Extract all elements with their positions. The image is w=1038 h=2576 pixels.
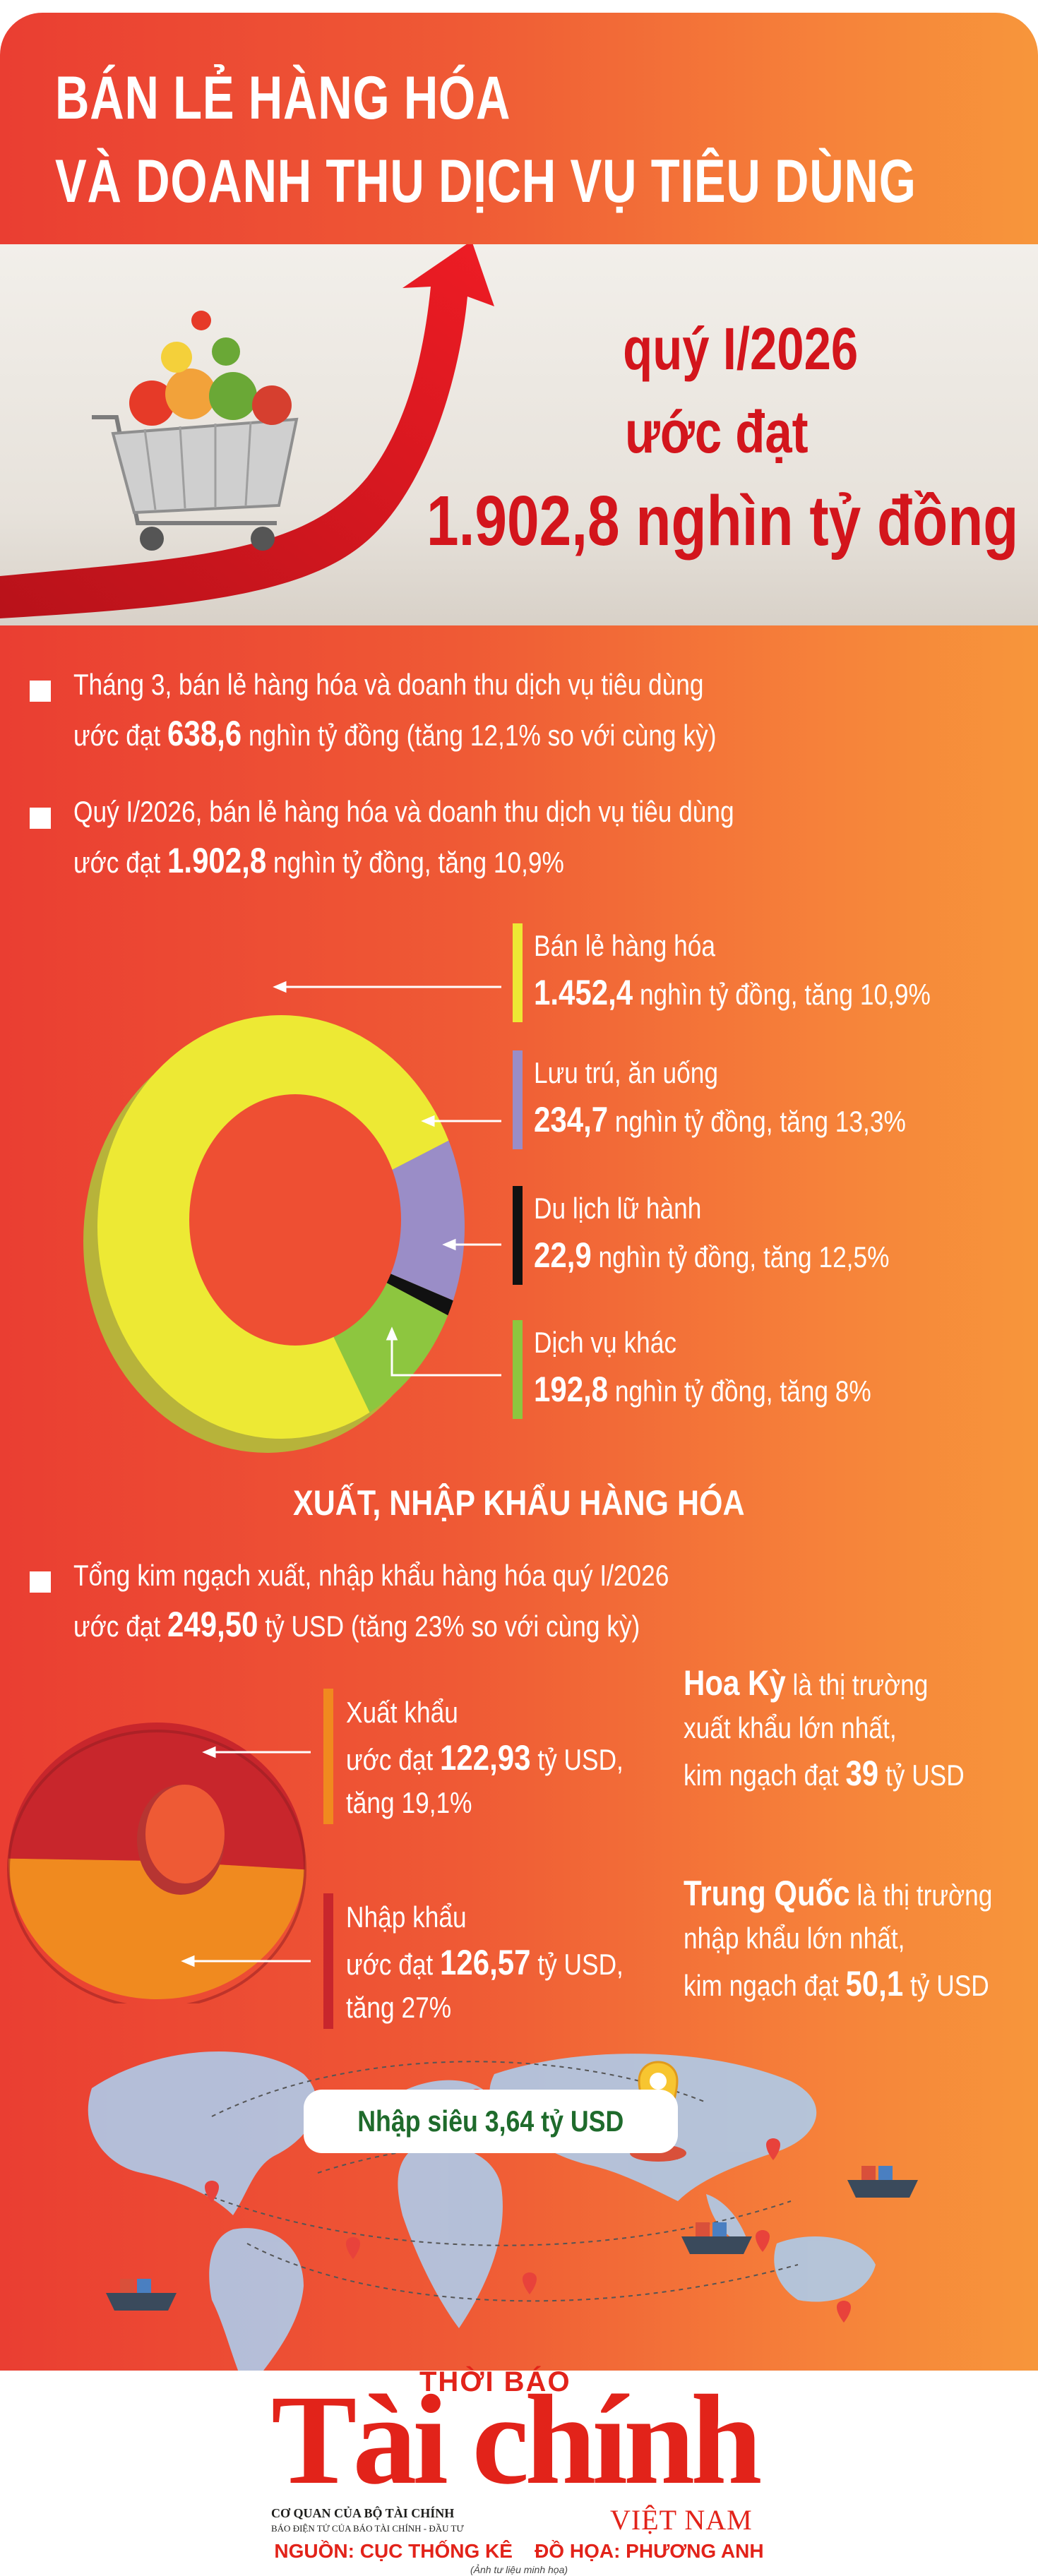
credits-line: NGUỒN: CỤC THỐNG KÊ ĐỒ HỌA: PHƯƠNG ANH xyxy=(0,2540,1038,2563)
logo-main-text: Tài chính xyxy=(271,2369,762,2511)
us-market-line-1: Hoa Kỳ là thị trường xyxy=(684,1663,929,1703)
logo-top-text: THỜI BÁO xyxy=(419,2366,571,2397)
logo-sub-1: CƠ QUAN CỦA BỘ TÀI CHÍNH xyxy=(271,2506,455,2520)
credits-note: (Ảnh tư liệu minh họa) xyxy=(470,2564,568,2575)
trade-deficit-badge: Nhập siêu 3,64 tỷ USD xyxy=(304,2090,678,2153)
trade-pointer-lines xyxy=(181,1746,311,1967)
travel-label-value: 22,9 nghìn tỷ đồng, tăng 12,5% xyxy=(534,1235,890,1275)
title-line-2: VÀ DOANH THU DỊCH VỤ TIÊU DÙNG xyxy=(55,148,917,215)
import-label-growth: tăng 27% xyxy=(346,1991,452,2024)
trade-heading: XUẤT, NHẬP KHẨU HÀNG HÓA xyxy=(293,1483,745,1523)
retail-label-value: 1.452,4 nghìn tỷ đồng, tăng 10,9% xyxy=(534,973,931,1012)
retail-donut-chart xyxy=(83,981,501,1453)
import-label-value: ước đạt 126,57 tỷ USD, xyxy=(346,1943,624,1982)
infographic-panel: BÁN LẺ HÀNG HÓA VÀ DOANH THU DỊCH VỤ TIÊ… xyxy=(0,13,1038,2576)
accommodation-label-value: 234,7 nghìn tỷ đồng, tăng 13,3% xyxy=(534,1100,906,1139)
cargo-ship-icon xyxy=(106,2166,918,2311)
us-market-line-3: kim ngạch đạt 39 tỷ USD xyxy=(684,1754,965,1793)
other-services-label-name: Dịch vụ khác xyxy=(534,1326,676,1359)
trade-donut-hole xyxy=(145,1785,225,1883)
import-label-name: Nhập khẩu xyxy=(346,1900,467,1934)
bullet-2-line-1: Quý I/2026, bán lẻ hàng hóa và doanh thu… xyxy=(73,795,734,828)
credits-source: NGUỒN: CỤC THỐNG KÊ xyxy=(274,2540,513,2562)
trade-bullet-line-1: Tổng kim ngạch xuất, nhập khẩu hàng hóa … xyxy=(73,1559,669,1592)
bullet-1-line-1: Tháng 3, bán lẻ hàng hóa và doanh thu dị… xyxy=(73,668,704,701)
logo-sub-2: BÁO ĐIỆN TỬ CỦA BÁO TÀI CHÍNH - ĐẦU TƯ xyxy=(271,2523,464,2534)
legend-bar-import xyxy=(323,1893,333,2029)
legend-bar-retail xyxy=(513,923,523,1022)
cn-market-line-2: nhập khẩu lớn nhất, xyxy=(684,1922,905,1955)
bullet-1-line-2: ước đạt 638,6 nghìn tỷ đồng (tăng 12,1% … xyxy=(73,714,717,753)
newspaper-logo: THỜI BÁO Tài chính CƠ QUAN CỦA BỘ TÀI CH… xyxy=(271,2358,794,2538)
bullet-square-icon xyxy=(30,1571,51,1593)
export-label-value: ước đạt 122,93 tỷ USD, xyxy=(346,1738,624,1778)
legend-bar-other-services xyxy=(513,1320,523,1419)
credits-design: ĐỒ HỌA: PHƯƠNG ANH xyxy=(535,2540,764,2562)
trade-deficit-text: Nhập siêu 3,64 tỷ USD xyxy=(357,2104,624,2138)
pointer-lines xyxy=(273,981,501,1377)
trade-donut-edge xyxy=(7,1730,306,2003)
legend-bar-export xyxy=(323,1689,333,1824)
donut-hole xyxy=(189,1094,401,1346)
cn-market-line-3: kim ngạch đạt 50,1 tỷ USD xyxy=(684,1964,989,2003)
growth-arrow-shape xyxy=(0,244,494,618)
growth-arrow-illustration xyxy=(0,244,494,618)
trade-bullet-line-2: ước đạt 249,50 tỷ USD (tăng 23% so với c… xyxy=(73,1605,640,1644)
hero-total: 1.902,8 nghìn tỷ đồng xyxy=(426,481,1018,561)
legend-bar-travel xyxy=(513,1186,523,1285)
hero-estimate: ước đạt xyxy=(625,399,809,465)
world-map-illustration xyxy=(88,2051,918,2392)
bullet-2-line-2: ước đạt 1.902,8 nghìn tỷ đồng, tăng 10,9… xyxy=(73,841,564,880)
title-line-1: BÁN LẺ HÀNG HÓA xyxy=(55,64,511,132)
donut-slice-0 xyxy=(8,1858,305,1999)
us-market-line-2: xuất khẩu lớn nhất, xyxy=(684,1711,897,1744)
footer-band xyxy=(0,2371,1038,2576)
trade-donut-slices xyxy=(7,1723,306,2003)
export-label-name: Xuất khẩu xyxy=(346,1696,458,1729)
hero-banner: quý I/2026 ước đạt 1.902,8 nghìn tỷ đồng xyxy=(0,244,1038,625)
other-services-label-value: 192,8 nghìn tỷ đồng, tăng 8% xyxy=(534,1370,871,1409)
retail-label-name: Bán lẻ hàng hóa xyxy=(534,929,715,962)
hero-period: quý I/2026 xyxy=(622,316,858,382)
legend-bar-accommodation xyxy=(513,1050,523,1149)
shopping-cart-icon xyxy=(92,311,299,551)
bullet-square-icon xyxy=(30,681,51,702)
export-label-growth: tăng 19,1% xyxy=(346,1786,472,1819)
travel-label-name: Du lịch lữ hành xyxy=(534,1192,702,1225)
cn-market-line-1: Trung Quốc là thị trường xyxy=(684,1874,993,1913)
bullet-square-icon xyxy=(30,808,51,829)
accommodation-label-name: Lưu trú, ăn uống xyxy=(534,1056,718,1089)
logo-country-text: VIỆT NAM xyxy=(610,2504,753,2536)
trade-donut-chart xyxy=(7,1723,311,2003)
